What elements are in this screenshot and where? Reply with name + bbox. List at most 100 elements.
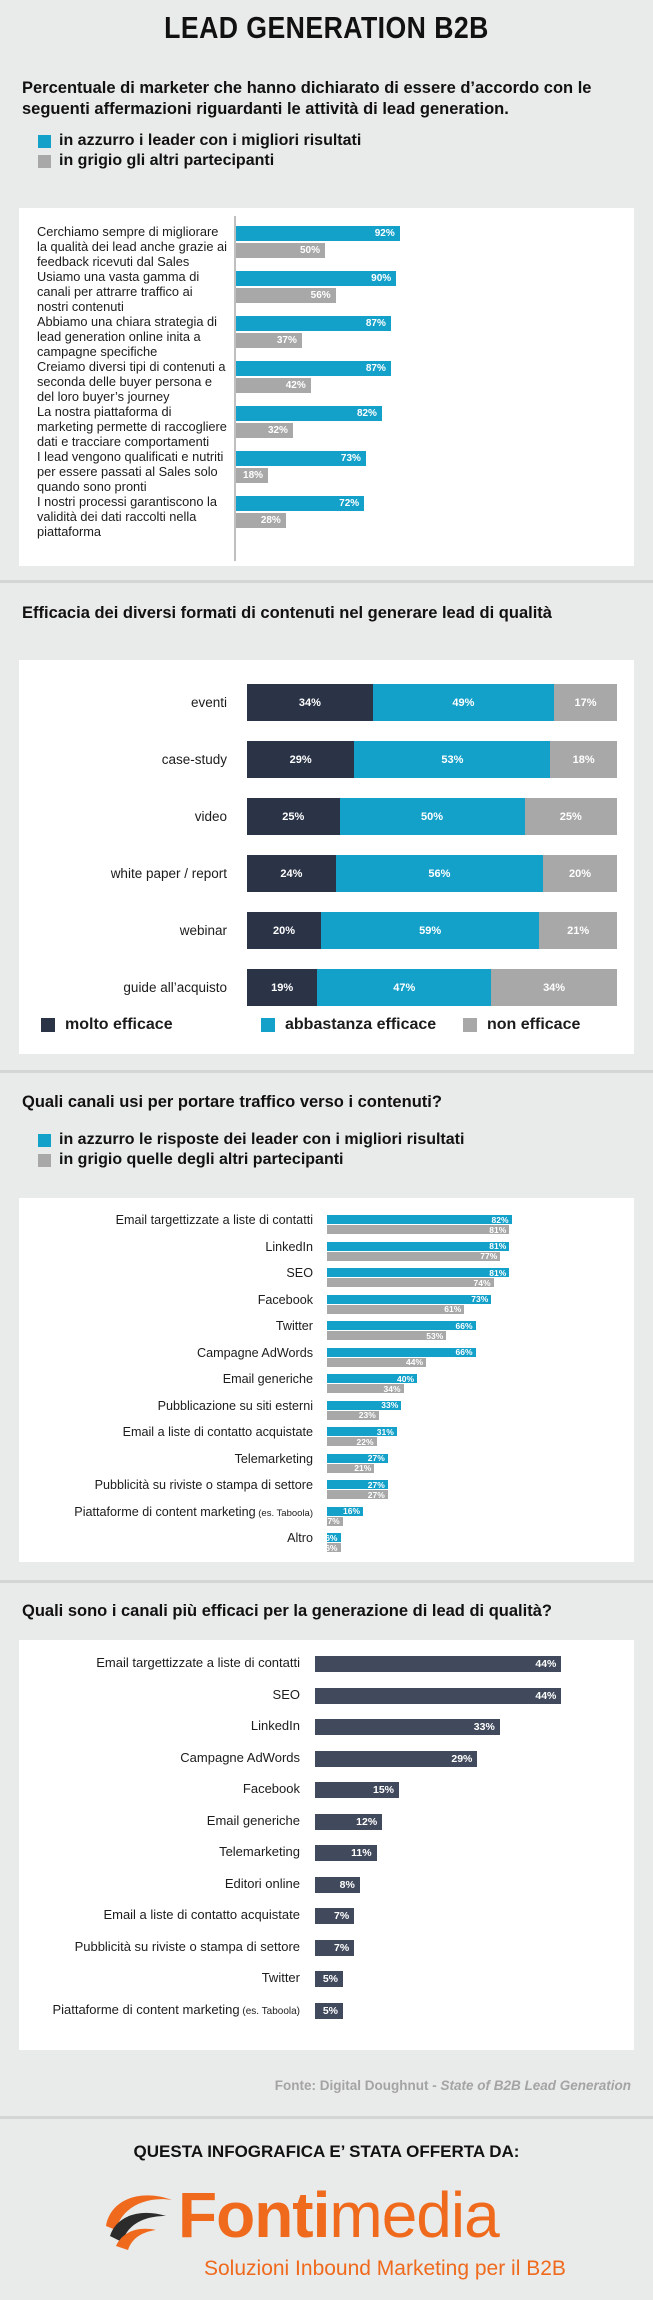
chart3-bar-leader: 81% — [327, 1241, 510, 1251]
chart4-category-label: SEO — [19, 1687, 300, 1702]
divider — [0, 580, 653, 583]
chart1-bar-others: 56% — [236, 288, 336, 303]
chart3-bar-leader: 66% — [327, 1321, 476, 1331]
chart2-legend-swatch — [261, 1018, 275, 1032]
divider — [0, 1070, 653, 1073]
chart4-category-label: Facebook — [19, 1781, 300, 1796]
chart4-bar: 8% — [315, 1876, 360, 1893]
source-note: Fonte: Digital Doughnut - State of B2B L… — [275, 2078, 631, 2093]
chart3-bar-others: 7% — [327, 1516, 343, 1526]
chart1-category-label: Cerchiamo sempre di migliorare la qualit… — [37, 224, 227, 269]
source-title: State of B2B Lead Generation — [440, 2078, 631, 2093]
chart4-category-label: Campagne AdWords — [19, 1750, 300, 1765]
chart2-category-label: eventi — [190, 695, 227, 710]
chart4-bar: 7% — [315, 1939, 355, 1956]
chart3-category-label: Piattaforme di content marketing (es. Ta… — [19, 1505, 313, 1519]
chart4-bar: 11% — [315, 1845, 377, 1861]
chart1-category-label: Usiamo una vasta gamma di canali per att… — [37, 269, 200, 314]
chart3-category-text: Telemarketing — [234, 1451, 313, 1466]
chart3-category-label: Twitter — [19, 1319, 313, 1333]
chart3-bar-others: 61% — [327, 1304, 465, 1314]
chart1-bar-leader: 87% — [236, 316, 391, 331]
chart4-category-text: Email a liste di contatto acquistate — [103, 1907, 300, 1922]
chart2-category-label: video — [194, 809, 227, 824]
chart1-bar-others: 18% — [236, 468, 269, 483]
chart2-legend-swatch — [463, 1018, 477, 1032]
chart4-bar: 12% — [315, 1813, 383, 1830]
chart4-category-text: Email generiche — [206, 1812, 300, 1828]
chart2-legend-label: non efficace — [487, 1016, 581, 1033]
chart3-category-text: Piattaforme di content marketing — [74, 1504, 256, 1519]
chart3-category-text: Facebook — [257, 1292, 313, 1307]
chart1-category-label: Creiamo diversi tipi di contenuti a seco… — [37, 359, 226, 404]
chart3-category-text: Campagne AdWords — [197, 1345, 313, 1360]
chart3-category-label: Pubblicazione su siti esterni — [19, 1399, 313, 1413]
chart2-segment-molto: 34% — [247, 684, 373, 721]
chart4-bar: 33% — [315, 1719, 500, 1735]
chart3-bar-others: 23% — [327, 1410, 379, 1420]
chart2-category-label: guide all’acquisto — [123, 980, 227, 995]
chart3-category-label: Pubblicità su riviste o stampa di settor… — [19, 1478, 313, 1492]
chart3-card: Email targettizzate a liste di contatti 8… — [19, 1198, 634, 1562]
chart3-category-label: Campagne AdWords — [19, 1346, 313, 1360]
chart3-bar-leader: 27% — [327, 1453, 388, 1463]
chart2-segment-abbastanza: 59% — [321, 912, 540, 949]
chart3-category-text: Email targettizzate a liste di contatti — [115, 1213, 313, 1227]
blue-swatch — [38, 1133, 51, 1147]
legend-label: in azzurro i leader con i migliori risul… — [59, 132, 362, 149]
section1-legend-gray: in grigio gli altri partecipanti — [38, 152, 274, 170]
chart4-category-text: Facebook — [242, 1781, 300, 1796]
chart4-category-text: Editori online — [224, 1875, 300, 1891]
chart1-bar-leader: 73% — [236, 451, 366, 466]
chart2-segment-non: 20% — [543, 855, 617, 892]
section2-heading: Efficacia dei diversi formati di contenu… — [22, 604, 552, 622]
chart1-category-label: La nostra piattaforma di marketing perme… — [37, 404, 227, 449]
chart4-category-label: Editori online — [19, 1876, 300, 1891]
chart4-bar: 5% — [315, 1971, 343, 1987]
legend-label: in grigio gli altri partecipanti — [59, 152, 275, 169]
chart1-category-label: I nostri processi garantiscono la validi… — [37, 494, 217, 539]
chart2-segment-molto: 20% — [247, 912, 321, 949]
chart4-category-text: Telemarketing — [219, 1844, 300, 1859]
chart1-bar-leader: 92% — [236, 226, 400, 241]
chart2-segment-abbastanza: 56% — [335, 855, 543, 892]
chart2-legend-label: molto efficace — [65, 1016, 173, 1033]
chart3-category-note: (es. Taboola) — [255, 1507, 313, 1519]
chart1-bar-others: 32% — [236, 423, 293, 438]
chart2-segment-non: 18% — [550, 741, 617, 778]
chart4-category-text: Piattaforme di content marketing — [52, 2001, 240, 2017]
chart2-legend-swatch — [41, 1018, 55, 1032]
chart3-category-label: Email targettizzate a liste di contatti — [19, 1213, 313, 1227]
chart2-stacked-bars: eventi 34% 49% 17% case-study 29% 53% 18% video 2… — [19, 660, 634, 1054]
brand-part1: Fonti — [178, 2179, 330, 2251]
chart3-bar-others: 6% — [325, 1543, 341, 1553]
chart2-segment-non: 21% — [539, 912, 617, 949]
brand-part2: media — [329, 2179, 499, 2251]
chart3-category-text: LinkedIn — [265, 1239, 313, 1254]
source-prefix: Fonte: Digital Doughnut - — [274, 2078, 441, 2093]
chart3-category-text: Email a liste di contatto acquistate — [122, 1425, 313, 1439]
chart2-segment-molto: 19% — [247, 969, 318, 1006]
brand-wordmark: Fontimedia — [178, 2178, 500, 2252]
chart4-category-note: (es. Taboola) — [239, 2005, 300, 2017]
chart1-bar-others: 50% — [236, 243, 325, 258]
chart3-bar-leader: 81% — [327, 1268, 510, 1278]
chart2-card: eventi 34% 49% 17% case-study 29% 53% 18% video 2… — [19, 660, 634, 1054]
chart4-bar: 44% — [315, 1687, 562, 1704]
chart3-category-label: LinkedIn — [19, 1240, 313, 1254]
chart2-category-label: case-study — [161, 752, 227, 767]
chart3-bar-leader: 31% — [327, 1427, 397, 1437]
chart1-bar-others: 28% — [236, 513, 286, 528]
chart3-category-label: Altro — [19, 1531, 313, 1545]
gray-swatch — [38, 154, 51, 168]
chart1-card: Cerchiamo sempre di migliorare la qualit… — [19, 208, 634, 566]
chart2-segment-molto: 25% — [247, 798, 340, 835]
chart4-category-text: Pubblicità su riviste o stampa di settor… — [74, 1938, 300, 1954]
legend-label: in grigio quelle degli altri partecipant… — [59, 1151, 344, 1168]
chart2-segment-non: 25% — [524, 798, 617, 835]
chart3-bar-others: 77% — [327, 1251, 501, 1261]
chart3-category-text: Email generiche — [222, 1372, 313, 1386]
chart1-bar-others: 42% — [236, 378, 311, 393]
chart3-category-text: Pubblicazione su siti esterni — [157, 1398, 313, 1413]
chart2-segment-molto: 24% — [247, 855, 336, 892]
